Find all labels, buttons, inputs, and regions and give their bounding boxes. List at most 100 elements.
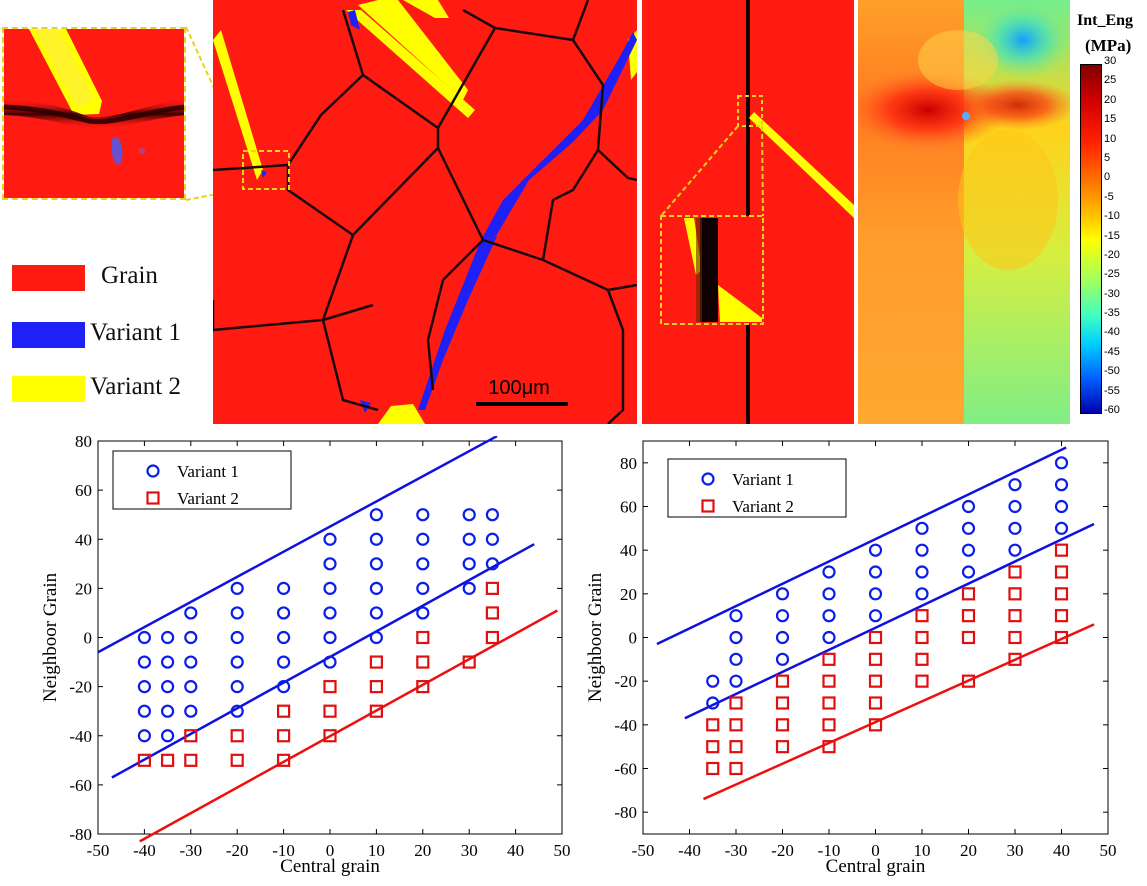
variant1-point <box>369 606 383 620</box>
y-tick-label: 0 <box>84 629 93 648</box>
variant1-point <box>1054 499 1069 514</box>
variant1-point <box>277 630 291 645</box>
y-tick-label: -20 <box>614 672 637 691</box>
variant1-point <box>961 543 976 557</box>
variant1-point <box>961 499 976 514</box>
variant2-point <box>775 740 790 754</box>
colorbar-tick-label: -20 <box>1104 248 1120 261</box>
variant1-point <box>230 655 244 669</box>
variant1-point <box>323 630 337 645</box>
x-tick-label: -10 <box>818 841 841 860</box>
chart-legend <box>112 450 292 510</box>
chart-legend <box>667 458 847 518</box>
variant2-point <box>961 609 976 623</box>
x-tick-label: -40 <box>678 841 701 860</box>
variant1-point <box>416 532 430 546</box>
variant2-point <box>775 696 790 710</box>
variant2-point <box>1054 630 1069 645</box>
legend-label-variant1: Variant 1 <box>90 319 181 346</box>
legend-entry-label: Variant 2 <box>177 489 239 508</box>
y-axis-label: Neighboor Grain <box>585 572 606 702</box>
variant1-point <box>822 630 836 645</box>
variant1-point <box>137 630 151 645</box>
variant1-point <box>137 655 151 669</box>
variant1-point <box>462 557 476 571</box>
variant1-point <box>822 587 836 601</box>
x-tick-label: -20 <box>771 841 794 860</box>
variant2-point <box>485 606 499 620</box>
chart-left: -50 -40 -30 -20 -10 0 10 20 30 40 50 80 60 40 20 0 -20 -4… <box>40 436 571 877</box>
colorbar-tick-label: 10 <box>1104 132 1117 145</box>
x-tick-label: 10 <box>914 841 931 860</box>
variant1-point <box>323 606 337 620</box>
variant2-point <box>462 655 476 669</box>
variant1-point <box>161 704 175 718</box>
x-tick-label: -50 <box>632 841 655 860</box>
variant2-point <box>277 704 291 718</box>
variant2-point <box>915 652 929 666</box>
legend-marker-variant2 <box>701 499 715 513</box>
variant1-point <box>1054 478 1069 492</box>
colorbar-tick-label: 0 <box>1104 171 1111 184</box>
variant1-point <box>462 508 476 522</box>
variant1-point <box>775 630 790 645</box>
variant1-point <box>915 565 929 579</box>
variant2-point <box>323 704 337 718</box>
variant2-point <box>161 753 175 767</box>
variant2-point <box>822 652 836 666</box>
variant1-point <box>184 704 198 718</box>
colorbar-tick-label: 15 <box>1104 113 1117 126</box>
x-tick-label: 0 <box>871 841 880 860</box>
variant2-point <box>706 761 720 776</box>
variant1-point <box>161 630 175 645</box>
variant2-point <box>915 630 929 645</box>
y-tick-label: 40 <box>620 541 637 560</box>
variant1-point <box>184 606 198 620</box>
x-axis-label: Central grain <box>280 856 380 877</box>
x-tick-label: 40 <box>1053 841 1070 860</box>
variant2-point <box>1008 609 1022 623</box>
variant2-point <box>416 655 430 669</box>
zoom-inset-image <box>4 29 184 198</box>
colorbar-tick-label: -55 <box>1104 384 1120 397</box>
variant1-point <box>729 652 743 666</box>
variant1-point <box>323 581 337 595</box>
legend-marker-variant2 <box>146 491 160 505</box>
variant2-point <box>137 753 151 767</box>
variant1-point <box>137 729 151 743</box>
variant1-point <box>729 674 743 688</box>
variant1-point <box>822 609 836 623</box>
variant1-point <box>369 581 383 595</box>
boundary-line <box>656 446 1067 646</box>
y-tick-label: 20 <box>75 579 92 598</box>
variant2-point <box>369 680 383 694</box>
variant2-point <box>868 674 883 688</box>
variant2-point <box>1054 587 1069 601</box>
variant1-point <box>230 704 244 718</box>
colorbar-tick-label: -60 <box>1104 404 1120 416</box>
y-tick-label: -40 <box>69 727 92 746</box>
x-tick-label: -30 <box>179 841 202 860</box>
variant1-point <box>961 521 976 535</box>
variant1-point <box>277 606 291 620</box>
variant1-point <box>230 581 244 595</box>
variant1-point <box>915 543 929 557</box>
variant2-point <box>961 674 976 688</box>
variant1-point <box>1008 478 1022 492</box>
y-tick-label: 0 <box>629 629 638 648</box>
variant2-point <box>416 630 430 645</box>
variant2-point <box>729 696 743 710</box>
variant2-point <box>961 630 976 645</box>
y-tick-label: -20 <box>69 678 92 697</box>
boundary-line <box>702 623 1095 801</box>
microstructure-map: 100μm <box>213 0 637 424</box>
variant1-point <box>868 565 883 579</box>
colorbar-tick-label: -40 <box>1104 326 1120 339</box>
legend-swatch-variant1 <box>12 322 85 348</box>
variant1-point <box>184 680 198 694</box>
legend-entry-label: Variant 2 <box>732 497 794 516</box>
variant1-point <box>485 557 499 571</box>
colorbar-tick-label: 30 <box>1104 55 1117 67</box>
y-axis-label: Neighboor Grain <box>40 572 61 702</box>
boundary-simulation <box>642 0 854 424</box>
